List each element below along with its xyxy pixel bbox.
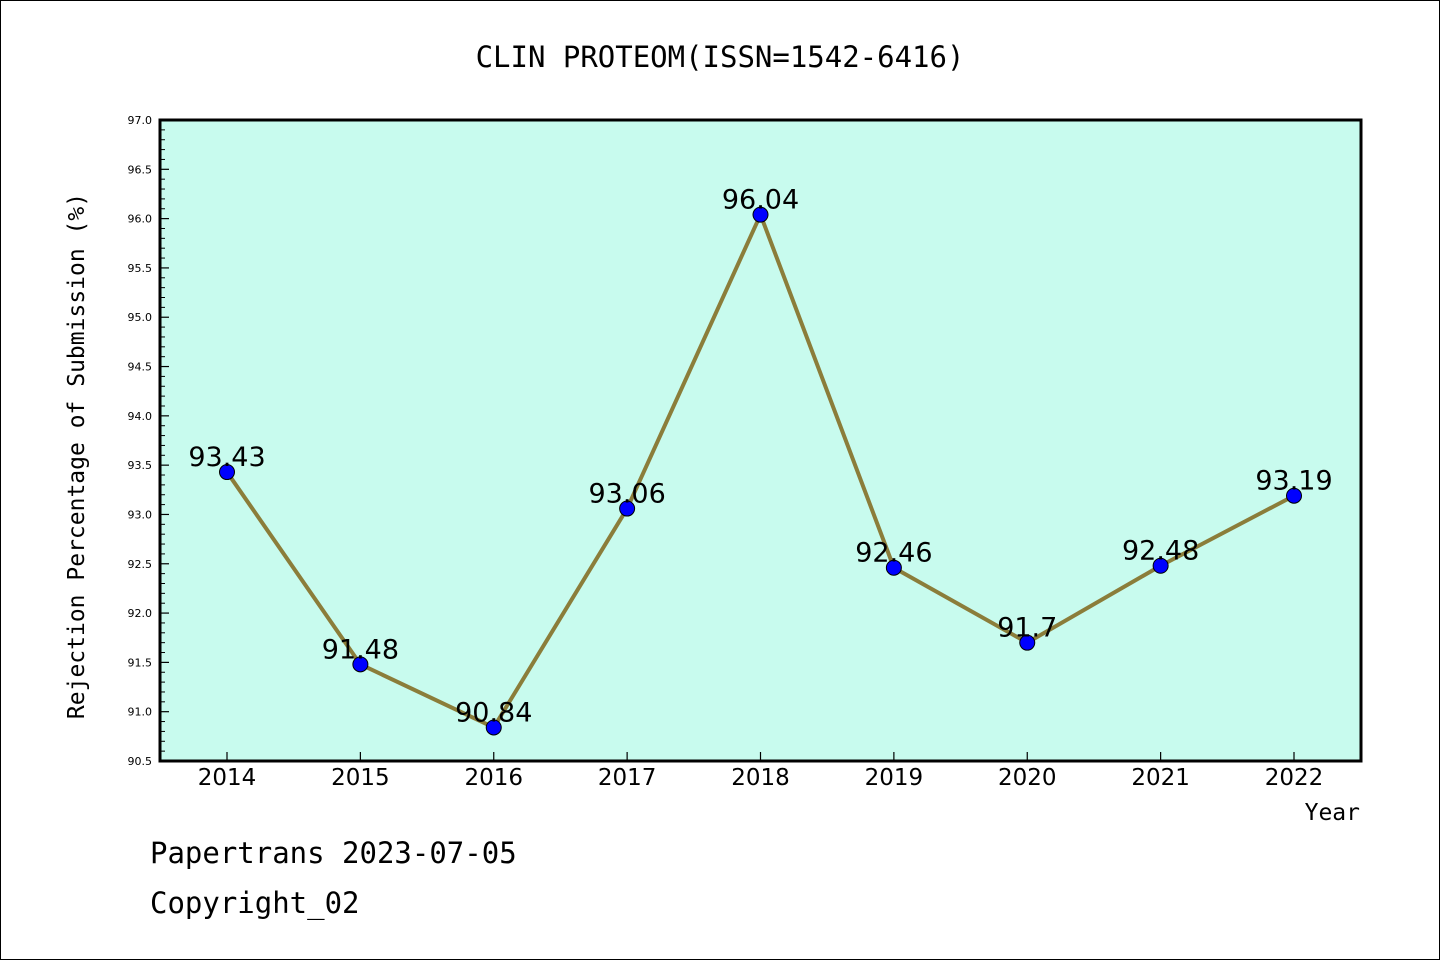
footer-date: Papertrans 2023-07-05 bbox=[150, 836, 517, 870]
data-point bbox=[885, 559, 902, 576]
x-tick-label: 2022 bbox=[1265, 765, 1324, 791]
data-label: 91.48 bbox=[322, 634, 399, 665]
y-tick-label: 95.0 bbox=[128, 311, 153, 324]
y-tick-label: 94.5 bbox=[128, 361, 153, 374]
data-point bbox=[619, 500, 636, 517]
data-label: 92.48 bbox=[1122, 536, 1199, 567]
plot-area bbox=[158, 118, 1363, 763]
data-label: 96.04 bbox=[722, 185, 799, 216]
data-label: 91.7 bbox=[997, 613, 1057, 644]
x-tick-label: 2020 bbox=[998, 765, 1057, 791]
chart-title: CLIN PROTEOM(ISSN=1542-6416) bbox=[476, 40, 965, 74]
y-axis: 90.5 91.0 91.5 92.0 92.5 93.0 93.5 94.0 94.5 95.0… bbox=[128, 114, 169, 768]
footer-copyright: Copyright_02 bbox=[150, 886, 360, 921]
y-tick-label: 97.0 bbox=[128, 114, 153, 127]
data-point bbox=[1152, 557, 1169, 574]
data-label: 93.19 bbox=[1255, 466, 1332, 497]
data-label: 90.84 bbox=[455, 697, 532, 728]
x-axis: 2014 2015 2016 2017 2018 2019 2020 2021 2022 bbox=[198, 752, 1324, 791]
x-tick-label: 2021 bbox=[1131, 765, 1190, 791]
x-tick-label: 2014 bbox=[198, 765, 257, 791]
data-point bbox=[485, 719, 502, 736]
data-point bbox=[1286, 487, 1302, 504]
y-tick-label: 94.0 bbox=[128, 410, 153, 423]
data-point bbox=[219, 464, 235, 481]
data-point bbox=[352, 656, 369, 673]
y-tick-label: 91.0 bbox=[128, 706, 153, 719]
y-tick-label: 90.5 bbox=[128, 755, 153, 768]
y-tick-label: 96.5 bbox=[128, 163, 153, 176]
series-layer: 93.43 91.48 90.84 93.06 96.04 92.46 91.7 92.48 9… bbox=[188, 185, 1333, 736]
y-tick-label: 96.0 bbox=[128, 213, 153, 226]
x-tick-label: 2017 bbox=[598, 765, 657, 791]
data-label: 92.46 bbox=[855, 538, 932, 569]
y-tick-label: 92.5 bbox=[128, 558, 153, 571]
y-tick-label: 92.0 bbox=[128, 607, 153, 620]
x-tick-label: 2016 bbox=[464, 765, 523, 791]
y-tick-label: 91.5 bbox=[128, 656, 153, 669]
y-axis-label: Rejection Percentage of Submission (%) bbox=[64, 193, 90, 719]
x-tick-label: 2019 bbox=[865, 765, 924, 791]
data-label: 93.06 bbox=[588, 479, 665, 510]
y-tick-label: 93.5 bbox=[128, 459, 153, 472]
data-point bbox=[752, 206, 769, 223]
x-tick-label: 2018 bbox=[731, 765, 790, 791]
data-point bbox=[1019, 634, 1036, 651]
x-tick-label: 2015 bbox=[331, 765, 390, 791]
x-axis-label: Year bbox=[1305, 800, 1360, 826]
y-tick-label: 95.5 bbox=[128, 262, 153, 275]
data-label: 93.43 bbox=[188, 442, 265, 473]
y-tick-label: 93.0 bbox=[128, 508, 153, 521]
